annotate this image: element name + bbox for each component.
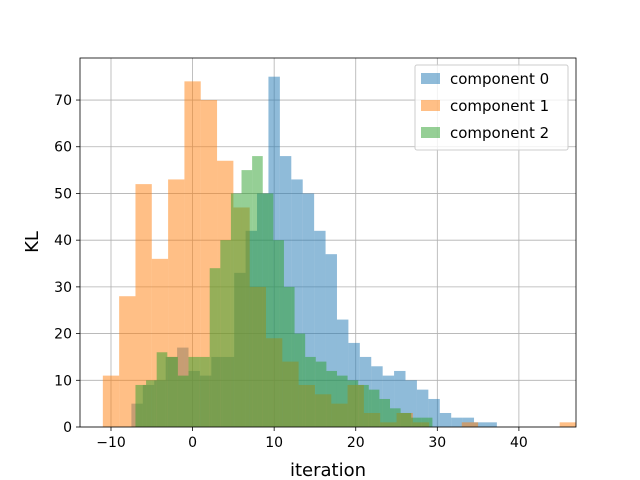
histogram-bar bbox=[474, 422, 486, 427]
x-axis-label: iteration bbox=[290, 460, 366, 480]
histogram-bar bbox=[379, 398, 390, 427]
histogram-bar bbox=[451, 417, 463, 427]
histogram-bar bbox=[273, 240, 284, 427]
histogram-bar bbox=[262, 193, 274, 427]
histogram-bar bbox=[177, 375, 189, 427]
y-tick-label: 0 bbox=[63, 420, 72, 436]
histogram-bar bbox=[326, 370, 337, 427]
histogram-bar bbox=[119, 296, 136, 427]
legend-label: component 0 bbox=[450, 70, 549, 88]
histogram-bar bbox=[368, 389, 380, 427]
histogram-bars bbox=[102, 76, 576, 428]
histogram-bar bbox=[358, 384, 369, 427]
histogram-bar bbox=[146, 380, 157, 427]
legend-swatch bbox=[421, 73, 440, 84]
legend-swatch bbox=[421, 127, 440, 138]
histogram-bar bbox=[305, 356, 316, 427]
histogram-bar bbox=[209, 268, 221, 427]
x-tick-label: 40 bbox=[510, 435, 528, 451]
plot-frame bbox=[79, 57, 577, 428]
legend-label: component 2 bbox=[450, 124, 549, 142]
histogram-bar bbox=[135, 184, 152, 427]
histogram-bar bbox=[405, 380, 417, 427]
x-tick-label: 10 bbox=[265, 435, 283, 451]
y-axis-label: KL bbox=[22, 231, 43, 253]
histogram-bar bbox=[102, 375, 120, 427]
histogram-bar bbox=[394, 370, 406, 427]
series-2-bars bbox=[135, 156, 433, 428]
histogram-bar bbox=[135, 384, 147, 427]
histogram-bar bbox=[184, 81, 201, 427]
y-tick-label: 40 bbox=[54, 233, 72, 249]
axis-ticks: −10 0 10 20 30 40 0 10 20 30 40 50 60 70 bbox=[54, 93, 528, 451]
histogram-bar bbox=[400, 412, 412, 427]
legend-label: component 1 bbox=[450, 97, 549, 115]
x-tick-label: 20 bbox=[347, 435, 365, 451]
histogram-bar bbox=[230, 193, 242, 427]
histogram-bar bbox=[390, 408, 401, 427]
y-tick-label: 10 bbox=[54, 373, 72, 389]
histogram-bar bbox=[302, 193, 315, 427]
histogram-bar bbox=[461, 422, 479, 427]
histogram-bar bbox=[167, 356, 178, 427]
histogram-bar bbox=[439, 412, 452, 427]
histogram-bar bbox=[559, 422, 576, 427]
histogram-bar bbox=[294, 333, 306, 427]
legend-box bbox=[414, 64, 569, 151]
histogram-bar bbox=[156, 352, 168, 427]
histogram-bar bbox=[199, 356, 210, 427]
y-tick-label: 50 bbox=[54, 186, 72, 202]
histogram-bar bbox=[336, 319, 349, 427]
x-tick-label: 30 bbox=[428, 435, 446, 451]
histogram-bar bbox=[252, 156, 263, 427]
histogram-bar bbox=[241, 170, 253, 428]
histogram-bar bbox=[421, 417, 433, 427]
histogram-bar bbox=[347, 380, 359, 427]
histogram-bar bbox=[485, 422, 497, 427]
legend-swatch bbox=[421, 100, 440, 111]
histogram-bar bbox=[291, 179, 303, 427]
x-tick-label: 0 bbox=[188, 435, 197, 451]
histogram-bar bbox=[411, 417, 422, 427]
y-tick-label: 20 bbox=[54, 327, 72, 343]
legend: component 0 component 1 component 2 bbox=[414, 64, 569, 151]
histogram-bar bbox=[428, 398, 440, 427]
histogram-bar bbox=[220, 240, 231, 427]
histogram-bar bbox=[188, 356, 200, 427]
y-tick-label: 70 bbox=[54, 93, 72, 109]
histogram-bar bbox=[283, 286, 295, 427]
histogram-bar bbox=[314, 230, 326, 427]
histogram-bar bbox=[315, 361, 327, 427]
x-tick-label: −10 bbox=[96, 435, 126, 451]
histogram-bar bbox=[325, 254, 337, 427]
histogram-bar bbox=[416, 389, 429, 427]
histogram-bar bbox=[336, 375, 348, 427]
y-tick-label: 30 bbox=[54, 280, 72, 296]
y-tick-label: 60 bbox=[54, 140, 72, 156]
